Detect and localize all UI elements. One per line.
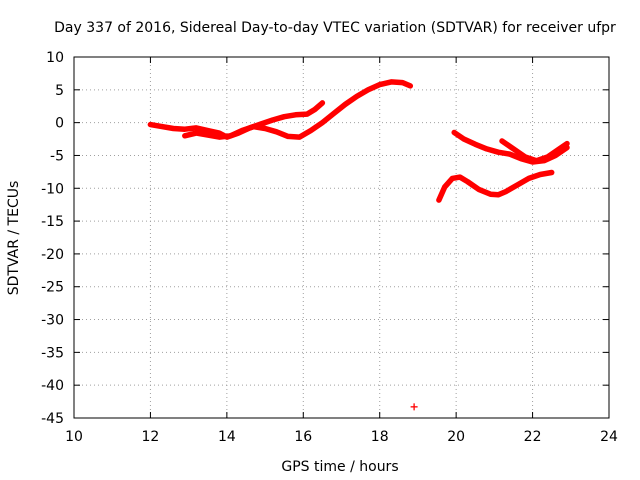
y-tick-label: -5 [50, 148, 64, 164]
y-tick-label: -35 [41, 345, 64, 361]
data-series-trace [436, 169, 555, 203]
x-tick-label: 18 [371, 429, 389, 445]
y-tick-label: 5 [55, 83, 64, 99]
x-tick-label: 14 [218, 429, 236, 445]
data-series [147, 79, 570, 411]
y-tick-label: 0 [55, 116, 64, 132]
data-point [410, 403, 418, 411]
data-series-trace [499, 138, 570, 164]
data-series-trace [182, 79, 414, 140]
y-tick-label: -25 [41, 280, 64, 296]
plot-frame [73, 56, 610, 419]
grid [74, 57, 609, 418]
y-tick-label: -40 [41, 378, 64, 394]
x-axis-label: GPS time / hours [281, 459, 398, 475]
y-tick-label: 10 [46, 50, 64, 66]
y-tick-label: -15 [41, 214, 64, 230]
x-tick-label: 24 [600, 429, 618, 445]
y-axis-label: SDTVAR / TECUs [6, 181, 22, 296]
x-tick-label: 10 [65, 429, 83, 445]
y-tick-label: -45 [41, 411, 64, 427]
x-tick-label: 22 [524, 429, 542, 445]
x-tick-label: 16 [294, 429, 312, 445]
x-tick-label: 20 [447, 429, 465, 445]
y-tick-label: -30 [41, 313, 64, 329]
x-tick-label: 12 [142, 429, 160, 445]
ticks: 10 12 14 16 18 20 22 24 10 5 0 -5 -10 -15 -20 -25 -30 -35… [41, 50, 618, 445]
y-tick-label: -20 [41, 247, 64, 263]
y-tick-label: -10 [41, 181, 64, 197]
chart-title: Day 337 of 2016, Sidereal Day-to-day VTE… [54, 20, 616, 36]
